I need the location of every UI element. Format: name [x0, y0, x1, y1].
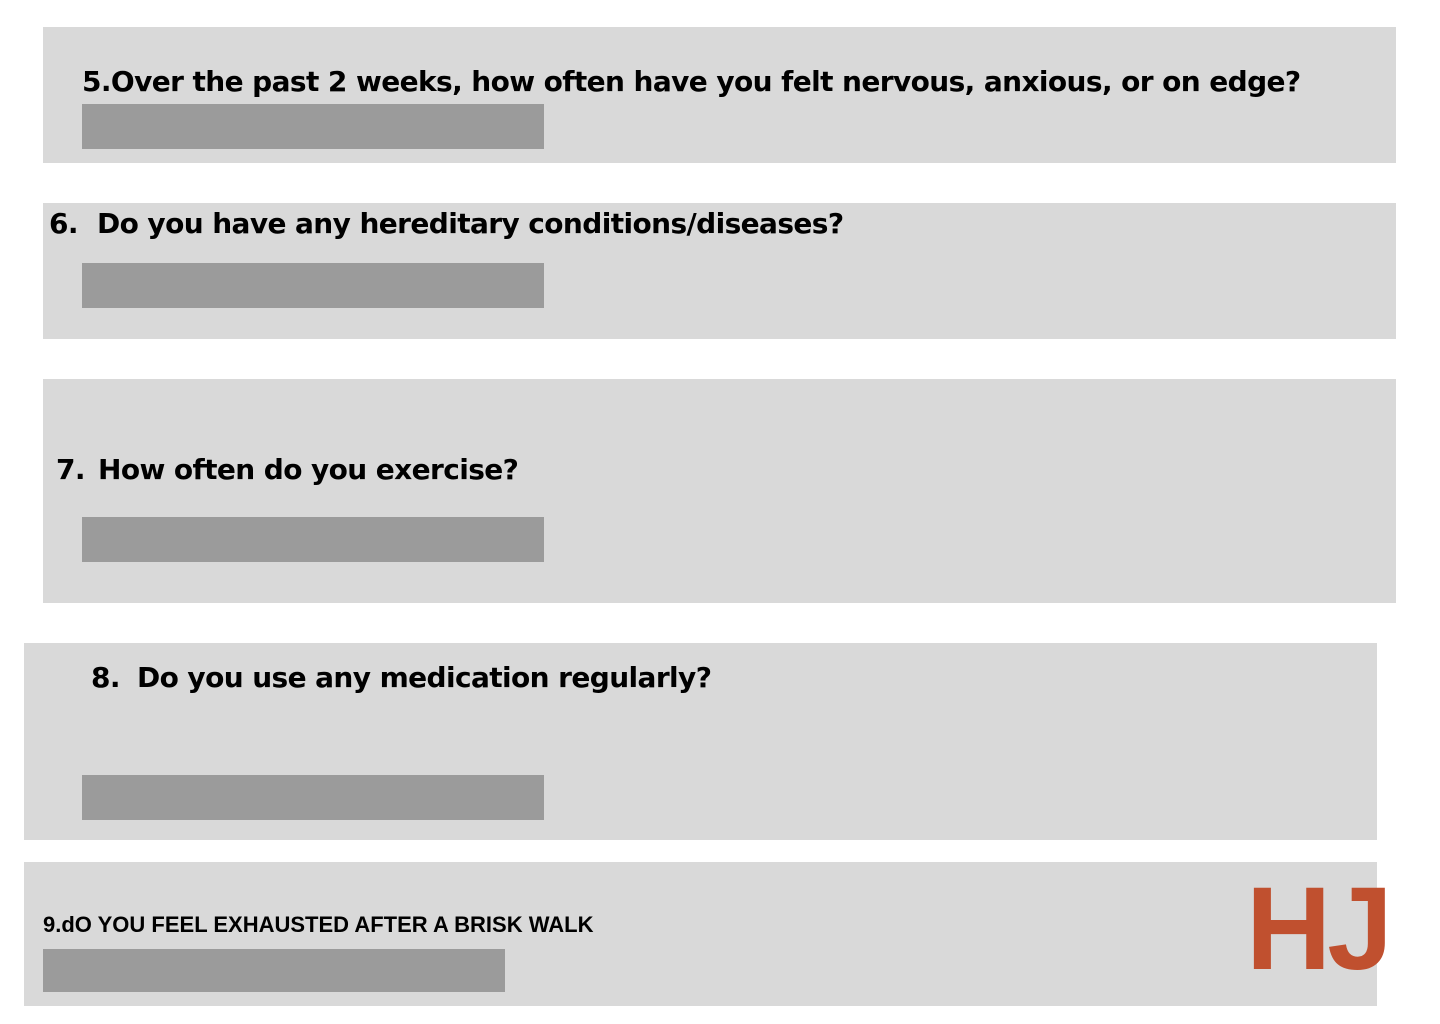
- question-6-number: 6.: [49, 207, 79, 240]
- question-card-5: 5.Over the past 2 weeks, how often have …: [43, 27, 1396, 163]
- question-card-7: 7. How often do you exercise?: [43, 379, 1396, 603]
- question-7-text: How often do you exercise?: [98, 453, 519, 486]
- question-9-number: 9.: [43, 912, 62, 937]
- question-7-answer-input[interactable]: [82, 517, 544, 562]
- question-6-label: 6. Do you have any hereditary conditions/…: [49, 207, 844, 240]
- question-9-answer-input[interactable]: [43, 949, 505, 992]
- brand-logo: HJ: [1246, 863, 1393, 995]
- question-5-answer-input[interactable]: [82, 104, 544, 149]
- question-8-number: 8.: [91, 661, 121, 694]
- question-card-6: 6. Do you have any hereditary conditions/…: [43, 203, 1396, 339]
- question-card-9: 9.dO YOU FEEL EXHAUSTED AFTER A BRISK WA…: [24, 862, 1393, 1006]
- question-9-label: 9.dO YOU FEEL EXHAUSTED AFTER A BRISK WA…: [43, 912, 593, 938]
- question-7-label: 7. How often do you exercise?: [56, 453, 519, 486]
- question-card-8: 8. Do you use any medication regularly?: [24, 643, 1377, 840]
- question-8-label: 8. Do you use any medication regularly?: [91, 661, 712, 694]
- question-5-label: 5.Over the past 2 weeks, how often have …: [82, 65, 1301, 98]
- question-7-number: 7.: [56, 453, 86, 486]
- question-6-text: Do you have any hereditary conditions/di…: [97, 207, 844, 240]
- question-8-answer-input[interactable]: [82, 775, 544, 820]
- question-6-answer-input[interactable]: [82, 263, 544, 308]
- question-9-text: dO YOU FEEL EXHAUSTED AFTER A BRISK WALK: [61, 912, 594, 937]
- question-5-number: 5.: [82, 65, 112, 98]
- question-5-text: Over the past 2 weeks, how often have yo…: [110, 65, 1301, 98]
- question-8-text: Do you use any medication regularly?: [137, 661, 712, 694]
